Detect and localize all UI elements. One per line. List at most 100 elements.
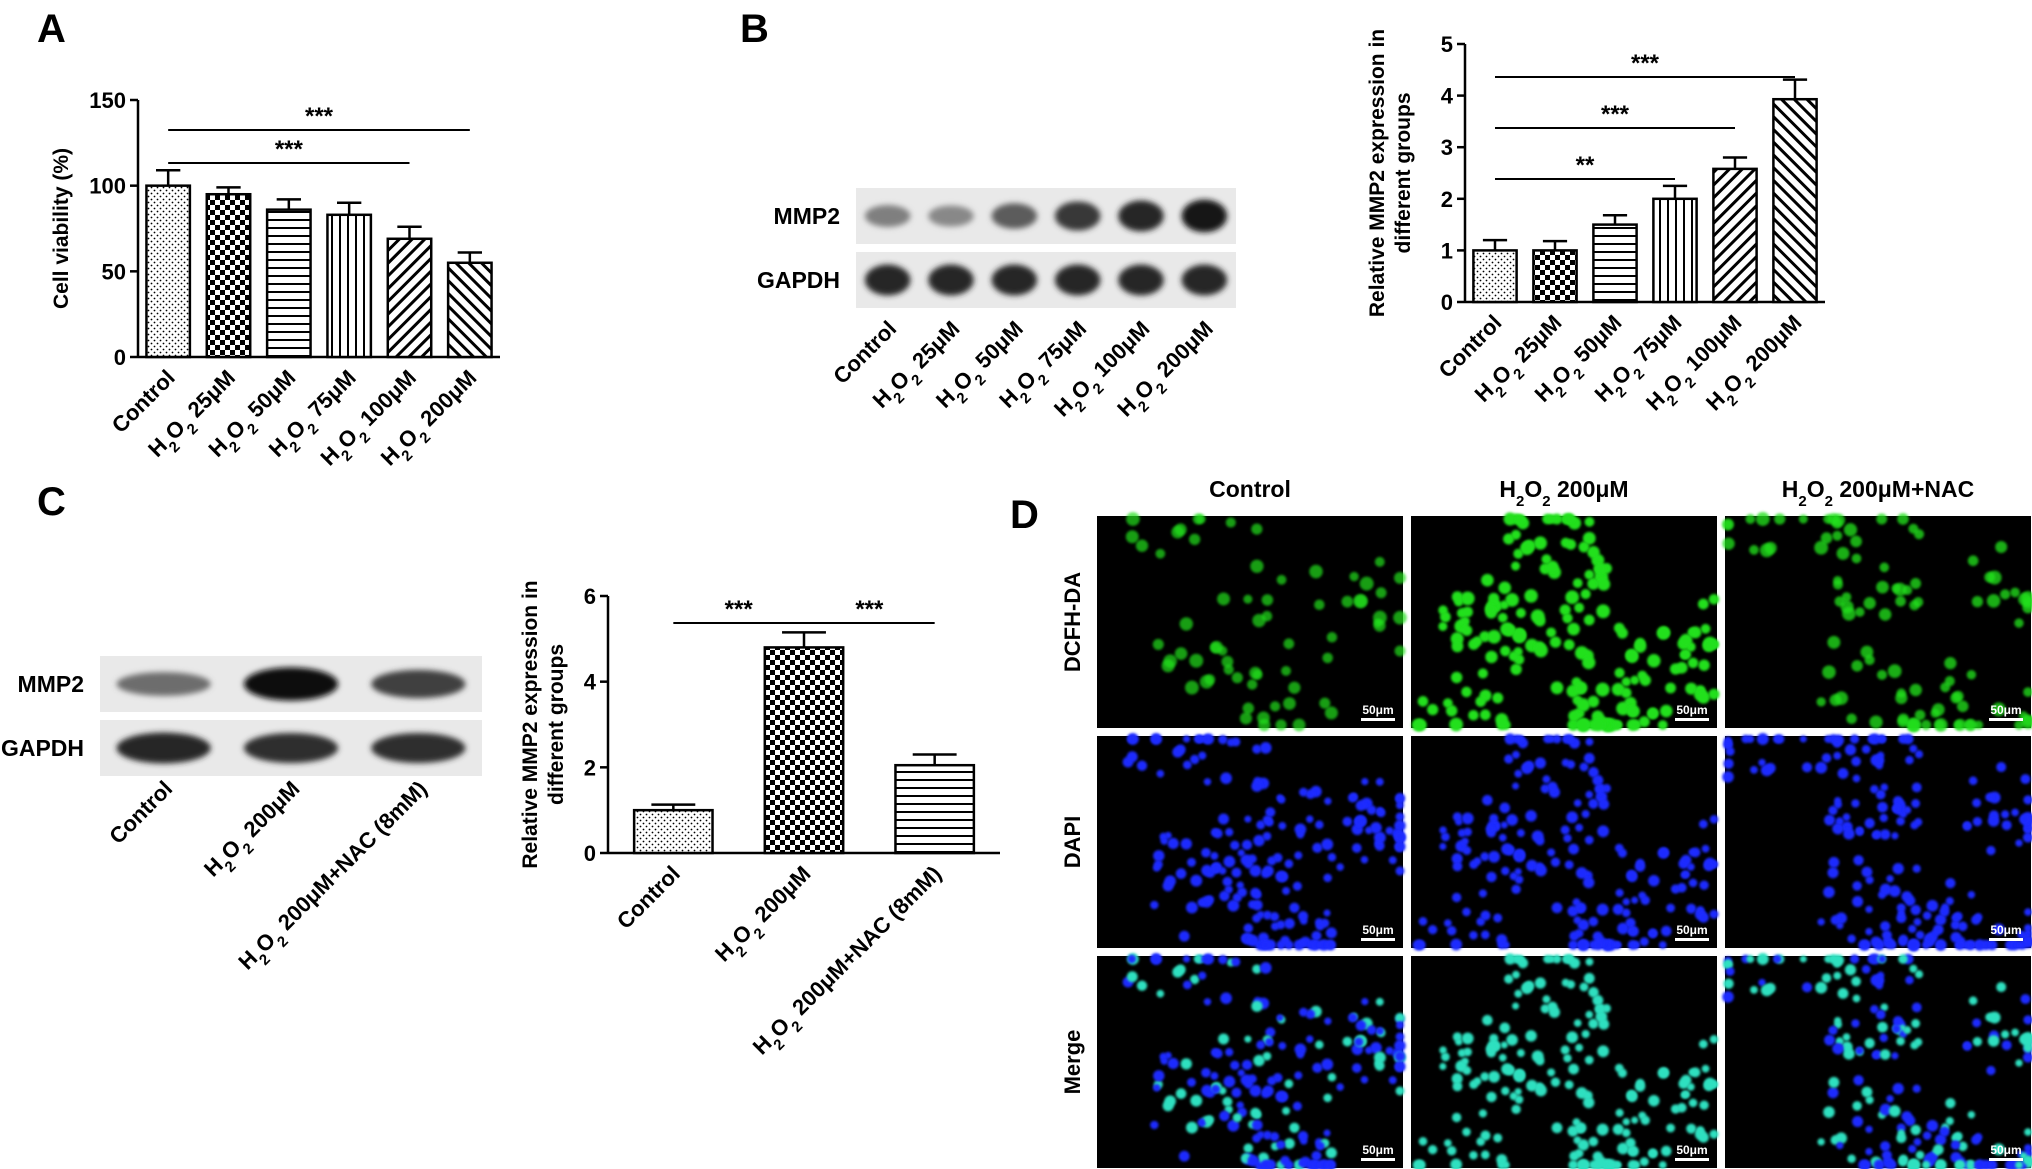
merge-cell-mark xyxy=(1493,1133,1503,1143)
dcfh-cell-mark xyxy=(1986,594,2001,608)
nucleus-mark xyxy=(1873,939,1885,951)
nucleus-mark xyxy=(1626,871,1638,883)
nucleus-mark xyxy=(1955,939,1966,951)
merge-cell-mark xyxy=(1327,1073,1337,1082)
nucleus-mark xyxy=(1315,820,1324,830)
merge-cell-mark xyxy=(1190,1094,1203,1107)
merge-cell-mark xyxy=(1219,1110,1230,1122)
nucleus-mark xyxy=(1724,740,1732,749)
merge-cell-mark xyxy=(1827,1087,1839,1099)
merge-cell-mark xyxy=(1974,1159,1986,1169)
dcfh-cell-mark xyxy=(1314,599,1325,611)
nucleus-mark xyxy=(1723,758,1734,769)
nucleus-mark xyxy=(1323,909,1331,917)
nucleus-mark xyxy=(1500,821,1508,829)
merge-cell-mark xyxy=(1588,987,1599,998)
nucleus-mark xyxy=(1297,910,1309,922)
dcfh-cell-mark xyxy=(1991,702,2006,717)
merge-cell-mark xyxy=(1844,964,1857,976)
merge-cell-mark xyxy=(1566,980,1576,989)
merge-cell-mark xyxy=(1412,1159,1424,1169)
nucleus-mark xyxy=(1292,881,1302,891)
nucleus-mark xyxy=(1632,940,1641,950)
dcfh-cell-mark xyxy=(1876,580,1889,594)
merge-cell-mark xyxy=(1676,1102,1687,1113)
merge-cell-mark xyxy=(1278,1041,1287,1050)
nucleus-mark xyxy=(2015,941,2023,949)
label-rest: 25μM xyxy=(903,316,965,378)
merge-cell-mark xyxy=(1289,1122,1300,1133)
dcfh-cell-mark xyxy=(1189,653,1204,668)
nucleus-mark xyxy=(1573,799,1582,807)
bar xyxy=(446,261,493,359)
nucleus-mark xyxy=(1588,767,1599,778)
merge-cell-mark xyxy=(1347,1013,1358,1023)
nucleus-mark xyxy=(1880,921,1891,932)
merge-cell-mark xyxy=(1621,1128,1631,1138)
merge-cell-mark xyxy=(1262,1130,1272,1140)
dcfh-cell-mark xyxy=(1956,700,1969,713)
dcfh-cell-mark xyxy=(1468,709,1479,721)
merge-cell-mark xyxy=(1996,982,2007,993)
nucleus-mark xyxy=(1462,907,1471,917)
nucleus-mark xyxy=(1746,735,1755,743)
nucleus-mark xyxy=(1851,756,1861,767)
dcfh-cell-mark xyxy=(1687,657,1699,669)
merge-cell-mark xyxy=(1817,1138,1825,1146)
nucleus-mark xyxy=(1324,797,1332,805)
label-o: O xyxy=(160,415,190,445)
nucleus-mark xyxy=(1252,914,1261,923)
dcfh-cell-mark xyxy=(1475,696,1487,707)
merge-cell-mark xyxy=(1581,1029,1590,1039)
merge-cell-mark xyxy=(1709,1129,1719,1139)
nucleus-mark xyxy=(1126,751,1138,763)
nucleus-mark xyxy=(1201,734,1211,744)
dcfh-cell-mark xyxy=(1647,707,1659,720)
merge-cell-mark xyxy=(1126,971,1138,983)
nucleus-mark xyxy=(1321,838,1334,851)
merge-cell-mark xyxy=(1865,1147,1873,1156)
nucleus-mark xyxy=(1360,855,1369,864)
dcfh-cell-mark xyxy=(1620,687,1632,699)
merge-cell-mark xyxy=(1592,994,1604,1006)
blot-band xyxy=(116,732,211,764)
y-axis-label: different groups xyxy=(545,644,568,805)
dcfh-cell-mark xyxy=(1616,701,1630,716)
merge-cell-mark xyxy=(1617,1142,1629,1155)
label-o: O xyxy=(333,424,363,454)
label-sub: 2 xyxy=(1798,493,1806,510)
merge-cell-mark xyxy=(1232,1113,1242,1123)
nucleus-mark xyxy=(1725,746,1735,756)
nucleus-mark xyxy=(1877,801,1888,813)
merge-cell-mark xyxy=(1699,1100,1709,1110)
dcfh-cell-mark xyxy=(1759,543,1774,558)
nucleus-mark xyxy=(1950,920,1961,930)
dcfh-cell-mark xyxy=(1192,513,1204,525)
merge-cell-mark xyxy=(1974,1133,1983,1142)
merge-cell-mark xyxy=(1276,1140,1286,1150)
merge-cell-mark xyxy=(1509,1092,1518,1101)
merge-cell-mark xyxy=(1439,1062,1447,1071)
y-tick-label: 5 xyxy=(1441,32,1453,57)
microscopy-tile: 50μm xyxy=(1722,953,2032,1169)
nucleus-mark xyxy=(1622,898,1630,906)
dcfh-cell-mark xyxy=(1171,525,1185,539)
nucleus-mark xyxy=(1511,750,1520,759)
merge-cell-mark xyxy=(1306,1035,1314,1043)
merge-cell-mark xyxy=(1658,1161,1667,1169)
merge-cell-mark xyxy=(1222,1096,1233,1107)
nucleus-mark xyxy=(2011,808,2019,817)
scale-bar-label: 50μm xyxy=(1362,1143,1393,1157)
microscopy-column-label: Control xyxy=(1209,476,1291,502)
nucleus-mark xyxy=(1682,870,1691,879)
merge-cell-mark xyxy=(1385,1046,1394,1055)
merge-cell-mark xyxy=(1476,1137,1486,1146)
nucleus-mark xyxy=(1534,864,1547,877)
scale-bar xyxy=(1675,938,1709,941)
merge-cell-mark xyxy=(1227,1119,1240,1132)
label-o: O xyxy=(727,920,757,950)
merge-cell-mark xyxy=(1284,1138,1295,1149)
dcfh-cell-mark xyxy=(1247,679,1258,690)
merge-cell-mark xyxy=(1297,1130,1309,1142)
nucleus-mark xyxy=(1972,816,1983,827)
